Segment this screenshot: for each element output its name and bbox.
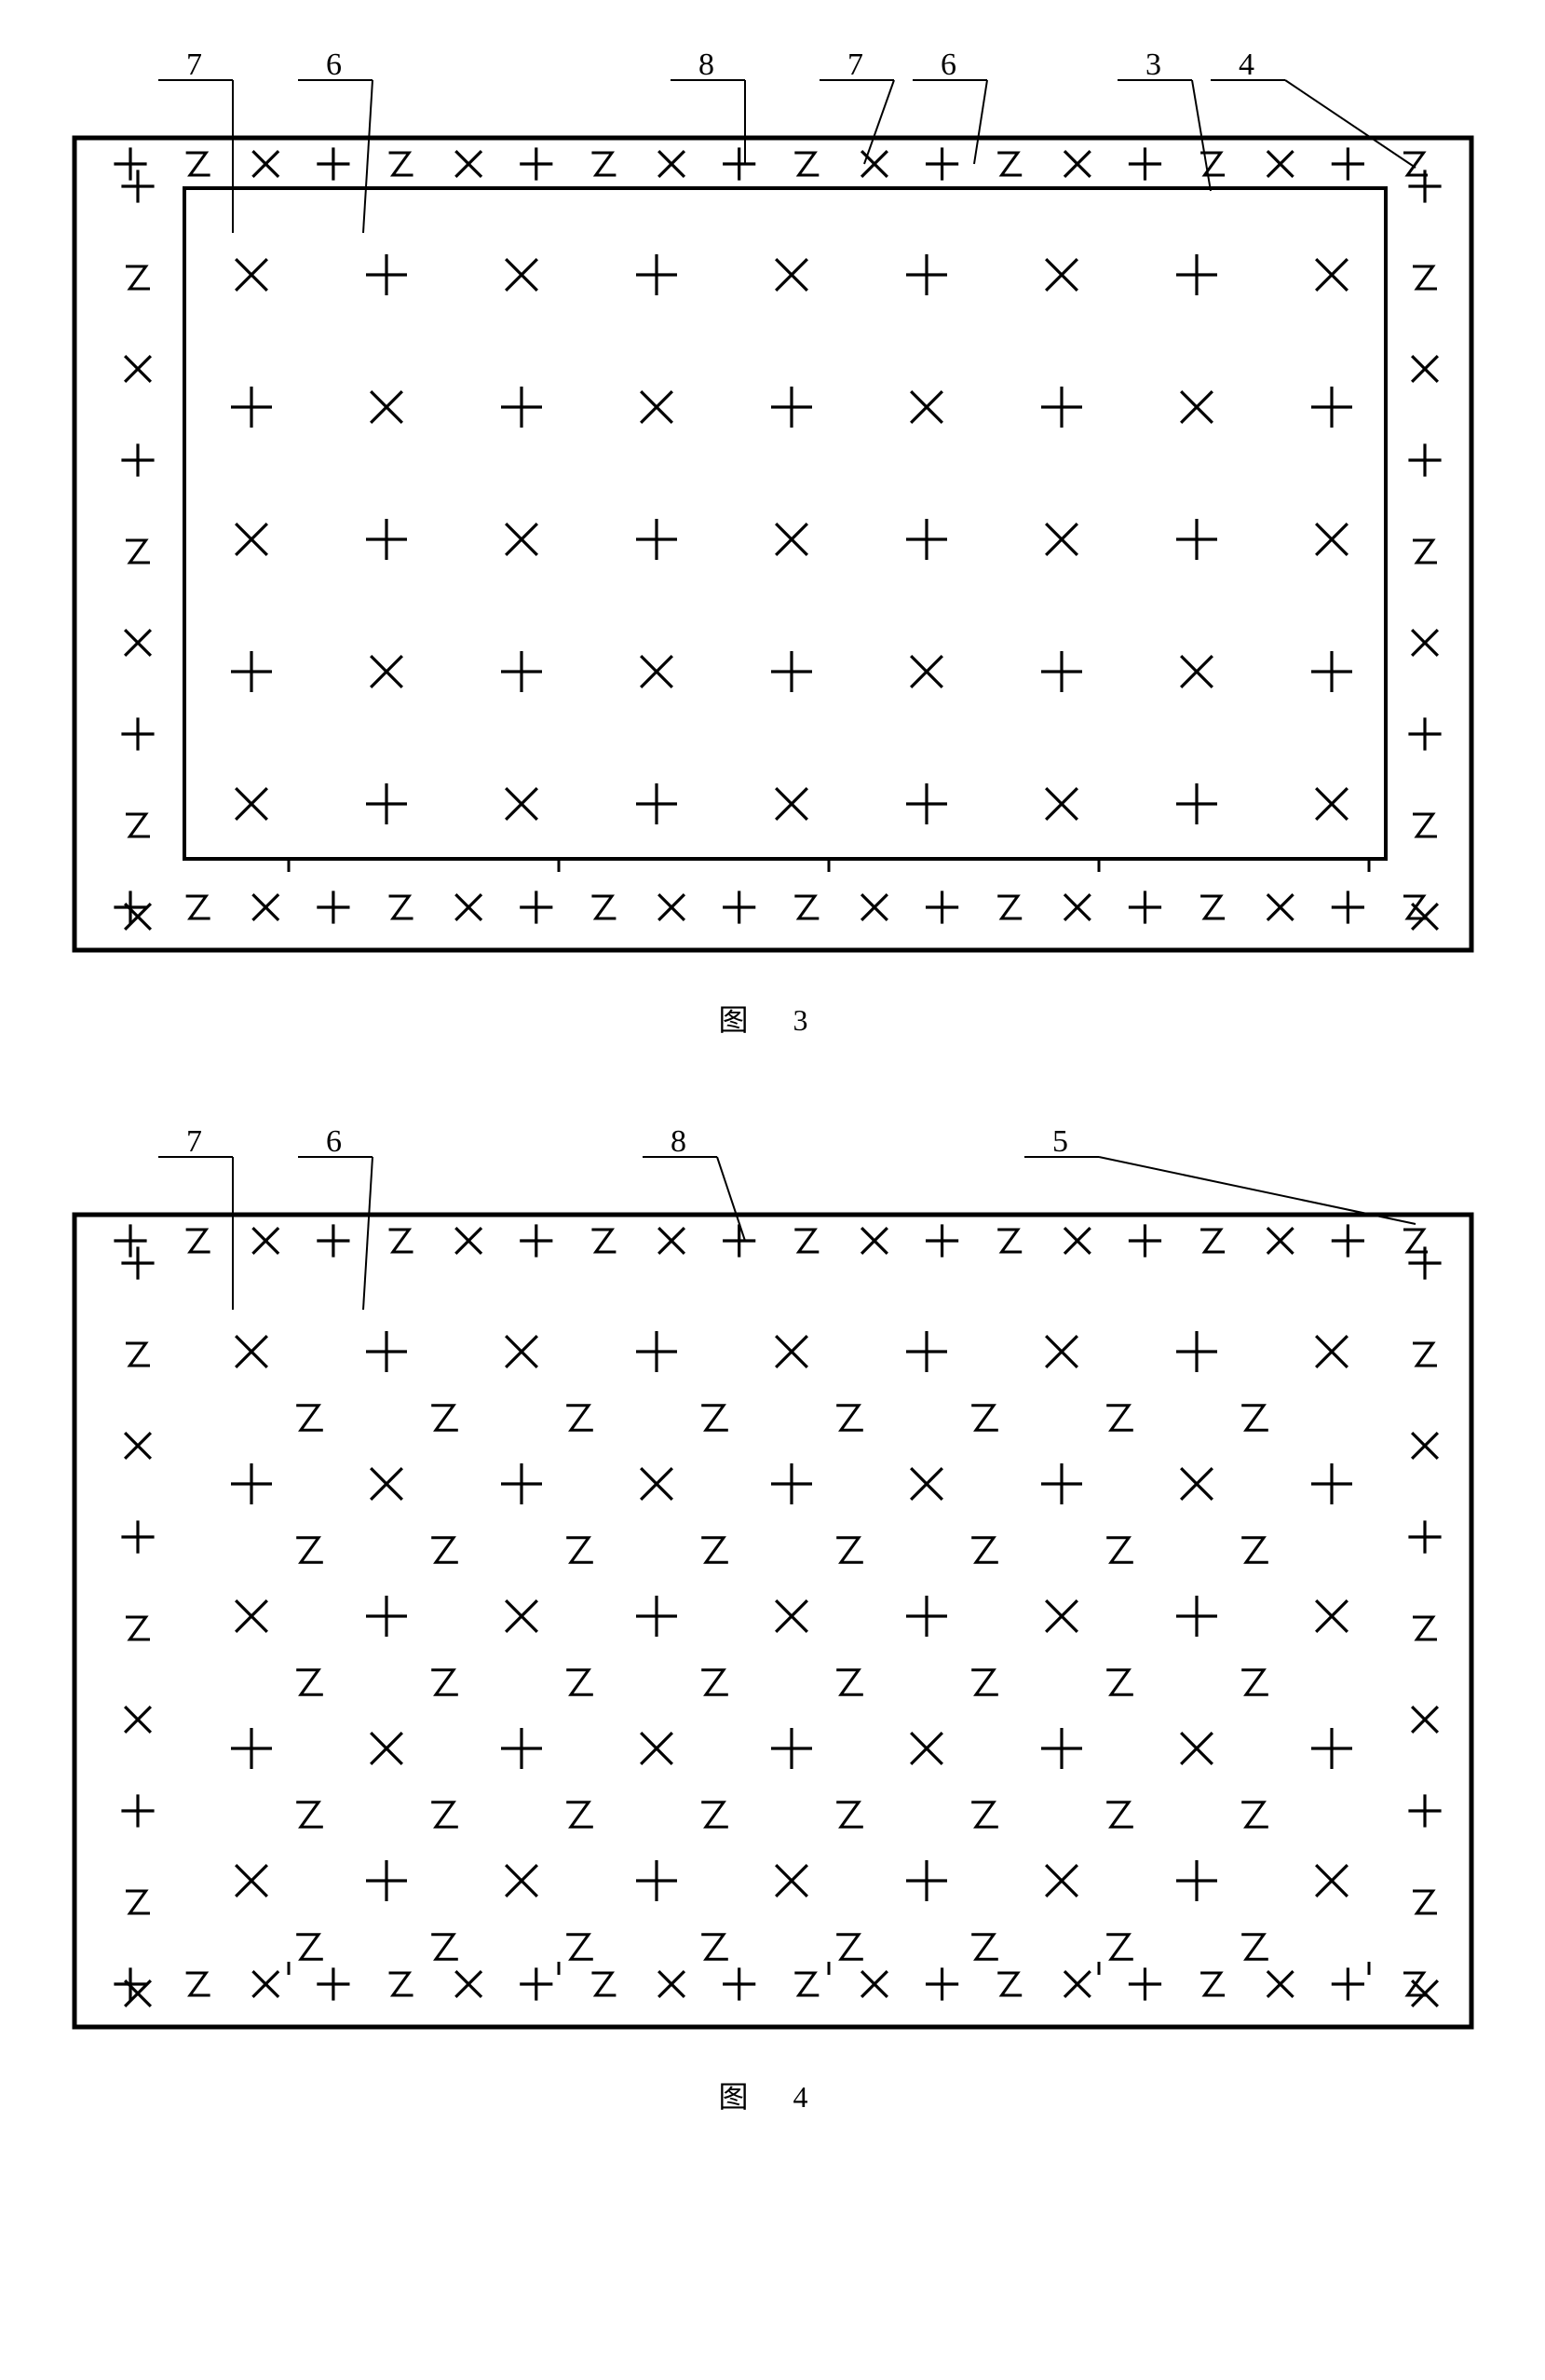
- figure-3-caption: 图 3: [37, 997, 1508, 1040]
- svg-text:5: 5: [1052, 1124, 1068, 1159]
- svg-text:7: 7: [847, 48, 863, 82]
- figure-4: 7 6 8 5 图 4: [37, 1114, 1508, 2116]
- svg-text:7: 7: [186, 48, 202, 82]
- svg-text:8: 8: [671, 1124, 686, 1159]
- svg-text:6: 6: [941, 48, 956, 82]
- figure-3: 7 6 8 7 6 3 4 图 3: [37, 37, 1508, 1040]
- figure-4-svg: 7 6 8 5: [56, 1114, 1490, 2046]
- svg-text:7: 7: [186, 1124, 202, 1159]
- svg-text:3: 3: [1145, 48, 1161, 82]
- svg-text:4: 4: [1239, 48, 1254, 82]
- figure-3-svg: 7 6 8 7 6 3 4: [56, 37, 1490, 969]
- svg-text:8: 8: [698, 48, 714, 82]
- figure-4-caption: 图 4: [37, 2074, 1508, 2116]
- svg-text:6: 6: [326, 48, 342, 82]
- svg-text:6: 6: [326, 1124, 342, 1159]
